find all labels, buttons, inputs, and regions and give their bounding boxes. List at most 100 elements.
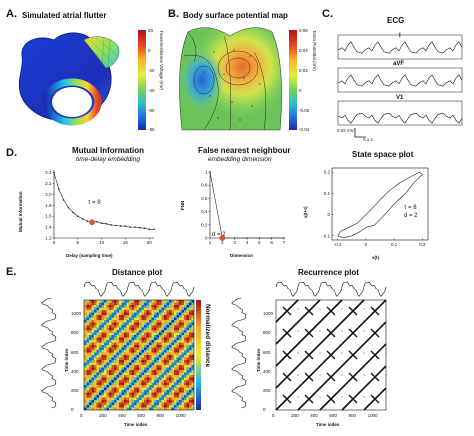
- distance-cell: [191, 317, 195, 321]
- distance-cell: [189, 355, 192, 358]
- distance-cell: [171, 392, 175, 396]
- y-tick-label: 2.0: [45, 192, 52, 197]
- distance-cell: [124, 330, 127, 333]
- distance-cell: [96, 375, 100, 378]
- distance-cell: [111, 355, 115, 358]
- distance-cell: [126, 312, 130, 316]
- distance-cell: [186, 302, 190, 306]
- distance-cell: [181, 337, 185, 341]
- distance-cell: [114, 347, 117, 351]
- distance-cell: [104, 347, 107, 351]
- distance-cell: [184, 357, 187, 361]
- distance-cell: [171, 380, 175, 383]
- distance-cell: [166, 372, 170, 376]
- distance-cell: [136, 310, 140, 313]
- colorbar-b-tick: 0.04: [299, 48, 308, 53]
- distance-cell: [144, 342, 147, 346]
- distance-cell: [169, 352, 172, 356]
- distance-cell: [124, 402, 127, 406]
- distance-cell: [179, 407, 182, 411]
- distance-cell: [179, 335, 182, 338]
- distance-cell: [106, 382, 110, 386]
- distance-cell: [121, 387, 125, 391]
- distance-cell: [129, 367, 132, 371]
- distance-cell: [169, 322, 172, 326]
- distance-cell: [94, 362, 97, 366]
- distance-cell: [136, 407, 140, 411]
- distance-cell: [191, 307, 195, 311]
- distance-cell: [106, 395, 110, 398]
- distance-cell: [156, 342, 160, 346]
- distance-cell: [96, 405, 100, 408]
- distance-cell: [101, 317, 105, 321]
- distance-cell: [179, 300, 182, 303]
- distance-cell: [184, 367, 187, 371]
- distance-cell: [174, 330, 177, 333]
- distance-cell: [84, 400, 87, 403]
- distance-cell: [151, 380, 155, 383]
- distance-cell: [101, 360, 105, 363]
- distance-cell: [184, 392, 187, 396]
- distance-cell: [169, 360, 172, 363]
- distance-cell: [116, 407, 120, 411]
- distance-cell: [136, 305, 140, 308]
- distance-cell: [91, 300, 95, 303]
- distance-cell: [186, 382, 190, 386]
- distance-cell: [126, 315, 130, 318]
- distance-cell: [134, 312, 137, 316]
- distance-cell: [96, 322, 100, 326]
- distance-cell: [176, 377, 180, 381]
- distance-cell: [191, 335, 195, 338]
- distance-cell: [176, 342, 180, 346]
- distance-cell: [124, 372, 127, 376]
- x-tick-label: 0: [53, 240, 56, 245]
- recurrence-cross: [370, 328, 380, 338]
- recurrence-dot: [385, 396, 387, 398]
- distance-cell: [156, 325, 160, 328]
- distance-cell: [104, 317, 107, 321]
- recurrence-dot: [363, 308, 365, 310]
- distance-cell: [154, 345, 157, 348]
- distance-cell: [124, 360, 127, 363]
- distance-cell: [121, 350, 125, 353]
- distance-y-tick-label: 200: [71, 387, 79, 393]
- distance-cell: [184, 335, 187, 338]
- distance-cell: [119, 397, 122, 401]
- distance-cell: [186, 352, 190, 356]
- distance-cell: [146, 315, 150, 318]
- distance-cell: [156, 360, 160, 363]
- distance-cell: [166, 300, 170, 303]
- distance-cell: [169, 395, 172, 398]
- distance-cell: [121, 340, 125, 343]
- distance-cell: [119, 315, 122, 318]
- distance-cell: [99, 357, 102, 361]
- distance-cell: [154, 350, 157, 353]
- distance-cell: [121, 302, 125, 306]
- distance-cell: [89, 345, 92, 348]
- distance-cell: [106, 335, 110, 338]
- distance-cell: [164, 355, 167, 358]
- distance-cell: [101, 302, 105, 306]
- distance-cell: [121, 300, 125, 303]
- distance-cell: [89, 315, 92, 318]
- distance-cell: [86, 392, 90, 396]
- distance-cell: [121, 322, 125, 326]
- distance-cell: [96, 330, 100, 333]
- distance-cell: [94, 310, 97, 313]
- distance-cell: [86, 310, 90, 313]
- distance-cell: [119, 382, 122, 386]
- distance-cell: [129, 405, 132, 408]
- distance-cell: [99, 300, 102, 303]
- distance-cell: [114, 385, 117, 388]
- distance-cell: [101, 380, 105, 383]
- distance-cell: [91, 407, 95, 411]
- distance-cell: [136, 385, 140, 388]
- distance-cell: [94, 330, 97, 333]
- distance-cell: [159, 305, 162, 308]
- distance-cell: [106, 342, 110, 346]
- distance-cell: [109, 395, 112, 398]
- distance-cell: [189, 335, 192, 338]
- distance-cell: [176, 347, 180, 351]
- distance-cell: [121, 400, 125, 403]
- distance-cell: [89, 375, 92, 378]
